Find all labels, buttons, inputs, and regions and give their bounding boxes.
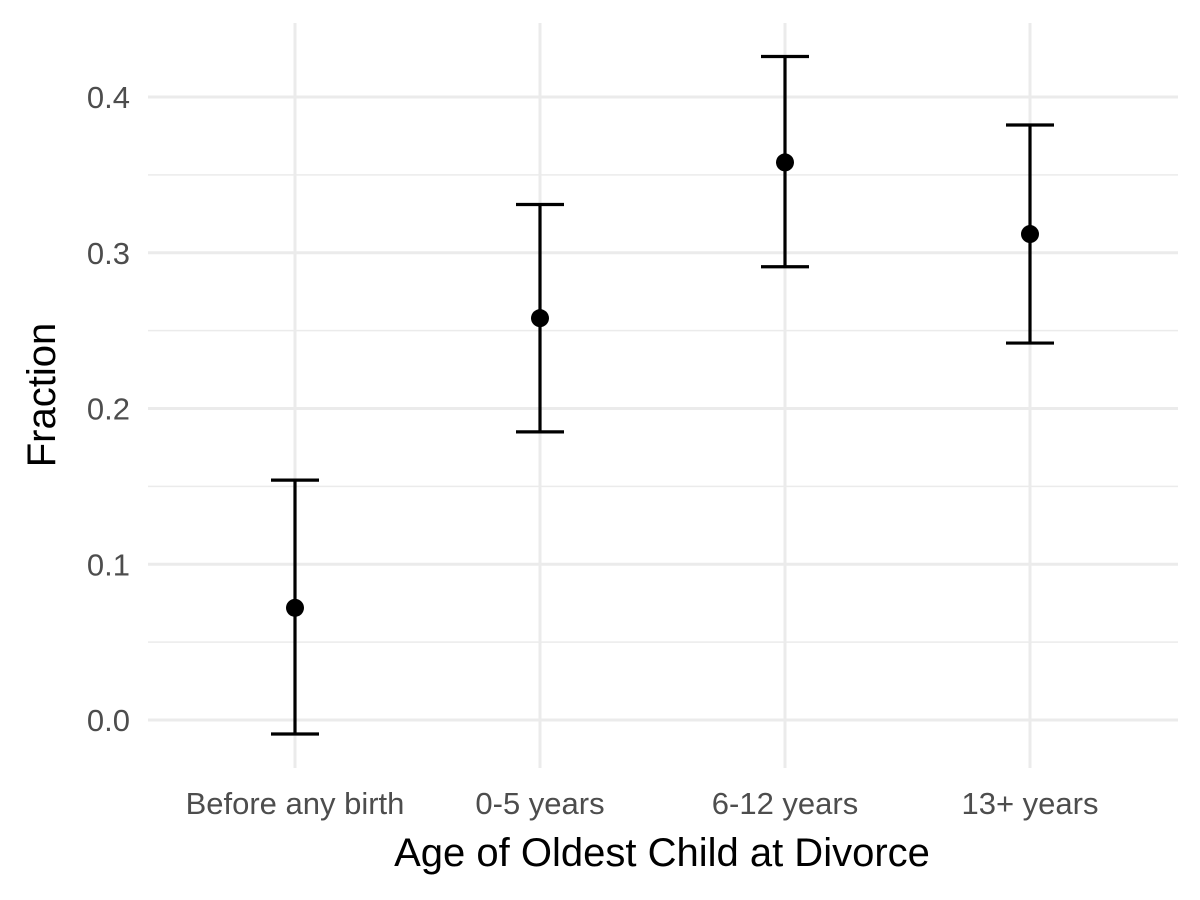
x-tick-label: 13+ years	[961, 786, 1098, 821]
y-tick-label: 0.2	[87, 392, 130, 427]
y-tick-label: 0.4	[87, 80, 130, 115]
x-tick-labels: Before any birth 0-5 years 6-12 years 13+ y…	[186, 786, 1099, 821]
data-points	[286, 153, 1039, 617]
grid	[148, 23, 1178, 768]
y-tick-label: 0.0	[87, 703, 130, 738]
data-point	[1021, 225, 1039, 244]
x-tick-label: Before any birth	[186, 786, 405, 821]
y-axis-title: Fraction	[20, 323, 64, 468]
data-point	[286, 598, 304, 617]
x-tick-label: 6-12 years	[712, 786, 858, 821]
y-tick-label: 0.3	[87, 236, 130, 271]
y-tick-labels: 0.0 0.1 0.2 0.3 0.4	[87, 80, 130, 738]
x-tick-label: 0-5 years	[475, 786, 604, 821]
error-bars	[271, 54, 1054, 736]
x-axis-title: Age of Oldest Child at Divorce	[394, 831, 930, 875]
data-point	[776, 153, 794, 172]
data-point	[531, 309, 549, 328]
y-tick-label: 0.1	[87, 547, 130, 582]
